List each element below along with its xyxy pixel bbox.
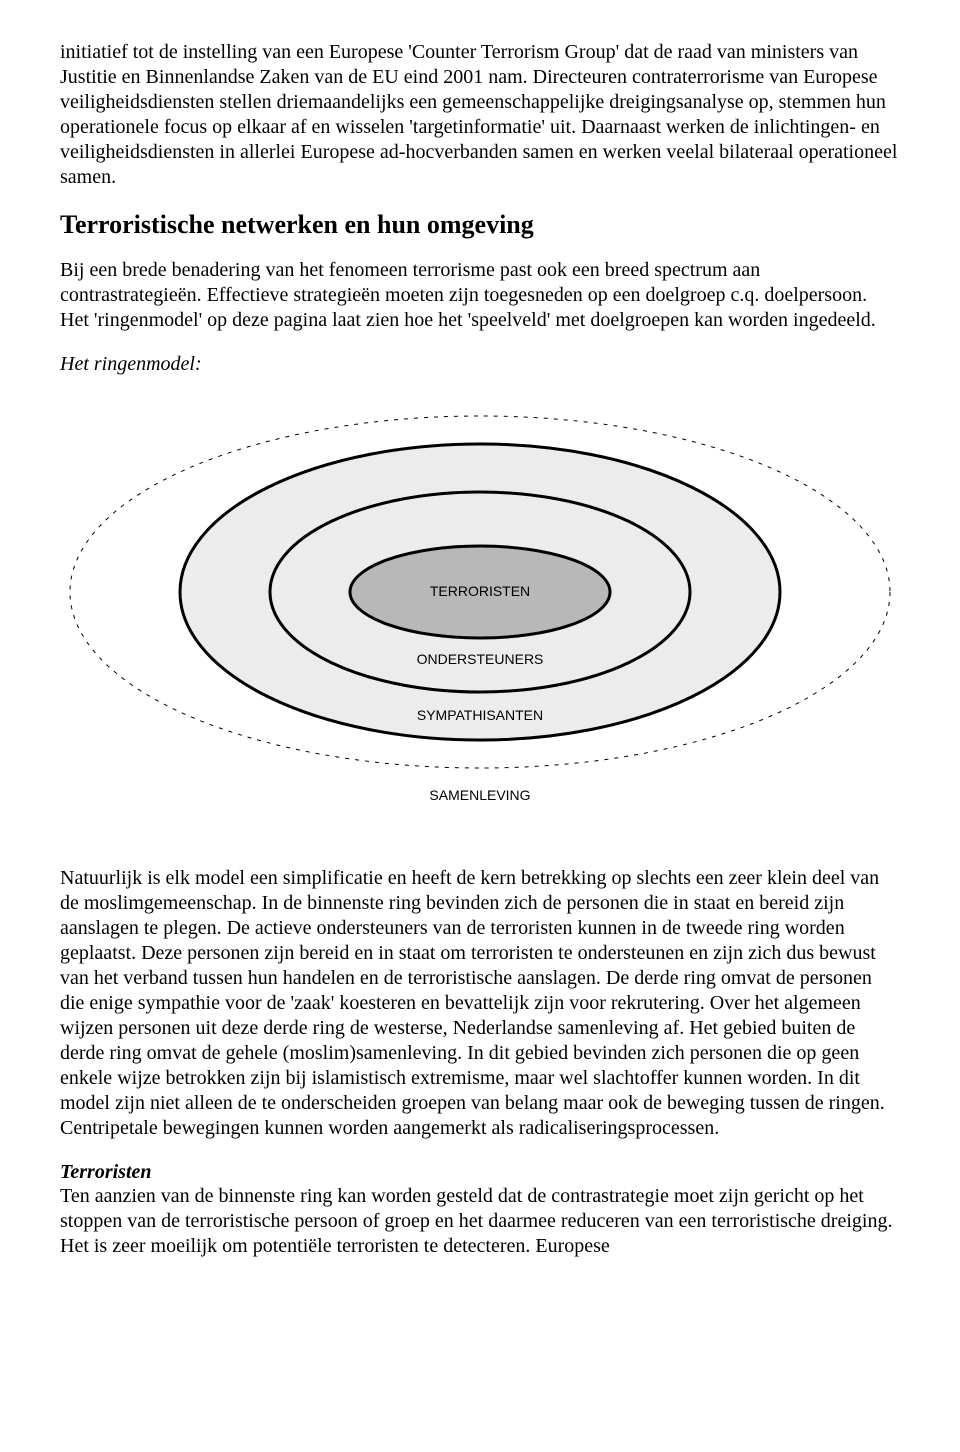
ring-label-ondersteuners: ONDERSTEUNERS xyxy=(417,651,544,667)
diagram-caption: Het ringenmodel: xyxy=(60,353,900,376)
ring-label-samenleving: SAMENLEVING xyxy=(429,787,530,803)
page: initiatief tot de instelling van een Eur… xyxy=(0,0,960,1299)
paragraph-4: Ten aanzien van de binnenste ring kan wo… xyxy=(60,1184,900,1259)
ring-model-svg: SAMENLEVING SYMPATHISANTEN ONDERSTEUNERS TE… xyxy=(60,406,900,826)
paragraph-1: initiatief tot de instelling van een Eur… xyxy=(60,40,900,190)
ring-label-terroristen: TERRORISTEN xyxy=(430,583,530,599)
section-heading: Terroristische netwerken en hun omgeving xyxy=(60,210,900,240)
paragraph-2: Bij een brede benadering van het fenomee… xyxy=(60,258,900,333)
ring-model-diagram: SAMENLEVING SYMPATHISANTEN ONDERSTEUNERS TE… xyxy=(60,406,900,826)
ring-label-sympathisanten: SYMPATHISANTEN xyxy=(417,707,543,723)
subsection-heading: Terroristen xyxy=(60,1161,900,1184)
paragraph-3: Natuurlijk is elk model een simplificati… xyxy=(60,866,900,1141)
